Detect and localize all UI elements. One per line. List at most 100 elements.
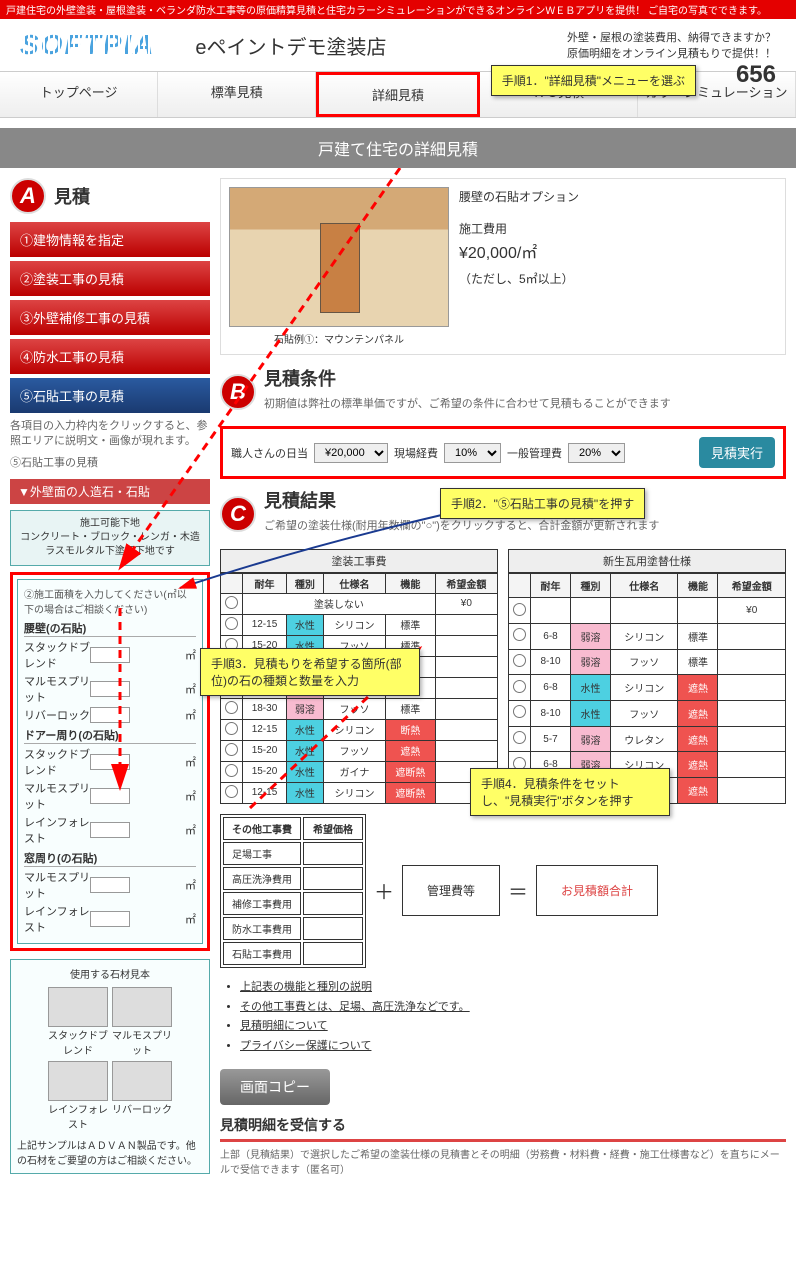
badge-a: A	[10, 178, 46, 214]
spec-radio[interactable]	[513, 628, 526, 641]
receive-title: 見積明細を受信する	[220, 1115, 786, 1142]
step-item[interactable]: ①建物情報を指定	[10, 222, 210, 257]
callout-step1: 手順1．"詳細見積"メニューを選ぶ	[491, 65, 696, 96]
info-link[interactable]: 見積明細について	[240, 1017, 786, 1037]
step-list: ①建物情報を指定 ②塗装工事の見積 ③外壁補修工事の見積 ④防水工事の見積 ⑤石貼工事の…	[10, 222, 210, 413]
condition-row: 職人さんの日当 ¥20,000 現場経費 10% 一般管理費 20% 見積実行	[220, 426, 786, 479]
roof-spec-table: 新生瓦用塗替仕様耐年種別仕様名機能希望金額¥06-8弱溶シリコン標準8-10弱溶…	[508, 549, 786, 804]
spec-radio[interactable]	[225, 764, 238, 777]
area-input-highlight: ②施工面積を入力してください(㎡以下の場合はご相談ください) 腰壁(の石貼)スタ…	[10, 572, 210, 951]
callout-step2: 手順2．"⑤石貼工事の見積"を押す	[440, 488, 645, 519]
section-b-header: B 見積条件 初期値は弊社の標準単価ですが、ご希望の条件に合わせて見積もることが…	[220, 365, 786, 418]
house-image	[229, 187, 449, 327]
area-input-row: マルモスプリット㎡	[24, 780, 196, 812]
other-cost-row: 石貼工事費用	[223, 942, 363, 965]
area-input[interactable]	[90, 788, 130, 804]
area-input[interactable]	[90, 754, 130, 770]
spec-radio[interactable]	[225, 785, 238, 798]
spec-radio[interactable]	[513, 731, 526, 744]
nav-item[interactable]: トップページ	[0, 72, 158, 117]
info-link[interactable]: 上記表の機能と種別の説明	[240, 978, 786, 998]
top-announcement: 戸建住宅の外壁塗装・屋根塗装・ベランダ防水工事等の原価精算見積と住宅カラーシミュ…	[0, 0, 796, 19]
stone-sample: マルモスプリット	[112, 987, 172, 1057]
wage-select[interactable]: ¥20,000	[314, 443, 388, 463]
page-title: 戸建て住宅の詳細見積	[0, 128, 796, 168]
spec-row[interactable]: 15-20水性ガイナ遮断熱	[221, 761, 498, 782]
spec-row[interactable]: 8-10水性フッソ遮熱	[509, 700, 786, 726]
other-cost-row: 足場工事	[223, 842, 363, 865]
other-cost-row: 高圧洗浄費用	[223, 867, 363, 890]
site-title: eペイントデモ塗装店	[195, 31, 386, 60]
left-column: A 見積 ①建物情報を指定②塗装工事の見積③外壁補修工事の見積④防水工事の見積⑤…	[10, 178, 210, 1176]
steps-note: 各項目の入力枠内をクリックすると、参照エリアに説明文・画像が現れます。	[10, 419, 210, 450]
run-estimate-button[interactable]: 見積実行	[699, 437, 775, 468]
spec-radio[interactable]	[513, 680, 526, 693]
house-preview: 石貼例①：マウンテンパネル 腰壁の石貼オプション 施工費用 ¥20,000/㎡ …	[220, 178, 786, 355]
equals-icon: ＝	[508, 876, 528, 905]
spec-row[interactable]: 6-8弱溶シリコン標準	[509, 623, 786, 649]
area-input-row: レインフォレスト㎡	[24, 903, 196, 935]
spec-row[interactable]: ¥0	[509, 598, 786, 624]
spec-row[interactable]: 8-10弱溶フッソ標準	[509, 649, 786, 675]
area-input-row: スタックドブレンド㎡	[24, 639, 196, 671]
info-links: 上記表の機能と種別の説明その他工事費とは、足場、高圧洗浄などです。見積明細につい…	[220, 978, 786, 1057]
stone-sample: スタックドブレンド	[48, 987, 108, 1057]
spec-row[interactable]: 12-15水性シリコン断熱	[221, 719, 498, 740]
spec-row[interactable]: 6-8水性シリコン遮熱	[509, 675, 786, 701]
step-item[interactable]: ⑤石貼工事の見積	[10, 378, 210, 413]
area-input[interactable]	[90, 647, 130, 663]
spec-radio[interactable]	[513, 603, 526, 616]
spec-row[interactable]: 18-30弱溶フッソ標準	[221, 698, 498, 719]
spec-radio[interactable]	[513, 654, 526, 667]
step-item[interactable]: ③外壁補修工事の見積	[10, 300, 210, 335]
total-box: お見積額合計	[536, 865, 658, 916]
option-info: 腰壁の石貼オプション 施工費用 ¥20,000/㎡ （ただし、5㎡以上）	[459, 187, 777, 346]
header: SOFTPIA eペイントデモ塗装店 外壁・屋根の塗装費用、納得できますか？ 原…	[0, 19, 796, 71]
other-cost-row: 補修工事費用	[223, 892, 363, 915]
info-link[interactable]: プライバシー保護について	[240, 1037, 786, 1057]
step-echo: ⑤石貼工事の見積	[10, 456, 210, 471]
stone-sample-box: 使用する石材見本 スタックドブレンドマルモスプリットレインフォレストリバーロック…	[10, 959, 210, 1174]
area-input[interactable]	[90, 822, 130, 838]
site-cost-select[interactable]: 10%	[444, 443, 501, 463]
plus-icon: ＋	[374, 876, 394, 905]
badge-b: B	[220, 374, 256, 410]
spec-radio[interactable]	[225, 743, 238, 756]
screen-copy-button[interactable]: 画面コピー	[220, 1069, 330, 1105]
area-input[interactable]	[90, 707, 130, 723]
calculation-row: その他工事費希望価格足場工事高圧洗浄費用補修工事費用防水工事費用石貼工事費用 ＋…	[220, 814, 786, 968]
substrate-info: 施工可能下地 コンクリート・ブロック・レンガ・木造ラスモルタル下塗用下地です	[10, 510, 210, 566]
spec-row[interactable]: 12-15水性シリコン遮断熱	[221, 782, 498, 803]
area-input-row: スタックドブレンド㎡	[24, 746, 196, 778]
callout-step4: 手順4．見積条件をセットし、"見積実行"ボタンを押す	[470, 768, 670, 816]
callout-step3: 手順3．見積もりを希望する箇所(部位)の石の種類と数量を入力	[200, 648, 420, 696]
info-link[interactable]: その他工事費とは、足場、高圧洗浄などです。	[240, 998, 786, 1018]
spec-radio[interactable]	[225, 617, 238, 630]
mgmt-cost-select[interactable]: 20%	[568, 443, 625, 463]
area-input[interactable]	[90, 877, 130, 893]
area-input[interactable]	[90, 681, 130, 697]
stone-sample: リバーロック	[112, 1061, 172, 1131]
receive-description: 上部（見積結果）で選択したご希望の塗装仕様の見積書とその明細（労務費・材料費・経…	[220, 1146, 786, 1176]
badge-c: C	[220, 496, 256, 532]
area-input[interactable]	[90, 911, 130, 927]
spec-radio[interactable]	[513, 705, 526, 718]
spec-row[interactable]: 5-7弱溶ウレタン遮熱	[509, 726, 786, 752]
spec-row[interactable]: 12-15水性シリコン標準	[221, 614, 498, 635]
spec-radio[interactable]	[225, 596, 238, 609]
area-input-panel: ②施工面積を入力してください(㎡以下の場合はご相談ください) 腰壁(の石貼)スタ…	[17, 579, 203, 944]
spec-radio[interactable]	[225, 701, 238, 714]
spec-radio[interactable]	[225, 722, 238, 735]
main-content: A 見積 ①建物情報を指定②塗装工事の見積③外壁補修工事の見積④防水工事の見積⑤…	[0, 168, 796, 1186]
area-input-row: マルモスプリット㎡	[24, 869, 196, 901]
area-input-row: リバーロック㎡	[24, 707, 196, 723]
logo: SOFTPIA	[20, 29, 155, 61]
nav-item[interactable]: 詳細見積	[316, 72, 479, 117]
stone-sample: レインフォレスト	[48, 1061, 108, 1131]
step-item[interactable]: ④防水工事の見積	[10, 339, 210, 374]
nav-item[interactable]: 標準見積	[158, 72, 316, 117]
right-column: 石貼例①：マウンテンパネル 腰壁の石貼オプション 施工費用 ¥20,000/㎡ …	[220, 178, 786, 1176]
spec-row[interactable]: 15-20水性フッソ遮熱	[221, 740, 498, 761]
step-item[interactable]: ②塗装工事の見積	[10, 261, 210, 296]
sub-heading: ▼外壁面の人造石・石貼	[10, 479, 210, 504]
